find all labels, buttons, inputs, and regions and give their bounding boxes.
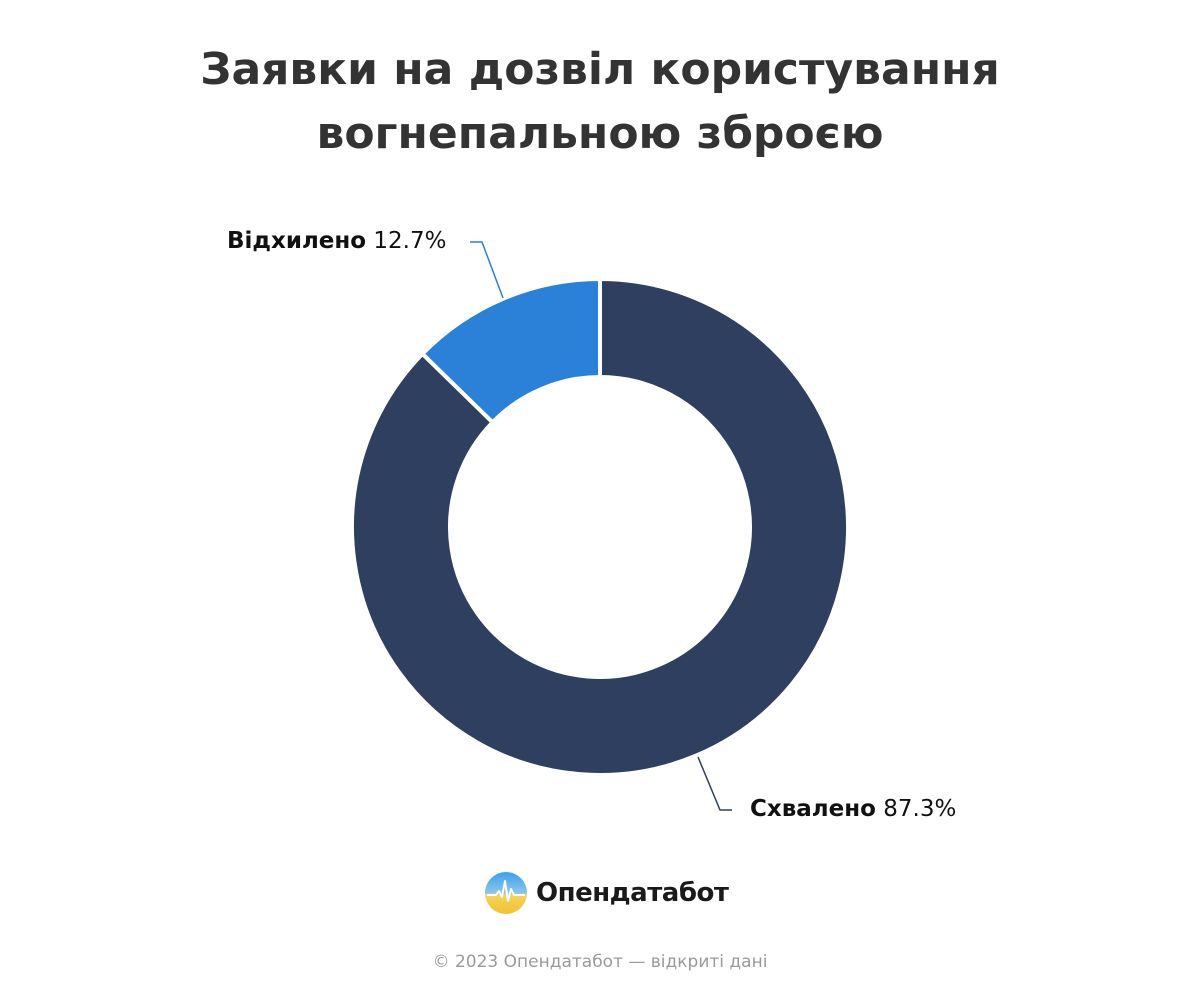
- donut-slice-rejected: [420, 277, 602, 425]
- label-approved-name: Схвалено: [750, 796, 876, 822]
- label-rejected: Відхилено 12.7%: [227, 228, 446, 254]
- donut-slice-approved: [350, 277, 850, 777]
- chart-title-line-2: вогнепальною зброєю: [316, 108, 884, 159]
- donut-slices: [350, 277, 850, 777]
- label-rejected-name: Відхилено: [227, 228, 367, 254]
- label-approved: Схвалено 87.3%: [750, 796, 956, 822]
- brand-name: Опендатабот: [536, 878, 729, 908]
- label-approved-value: 87.3%: [883, 796, 957, 822]
- leader-line-rejected: [470, 241, 504, 299]
- footer-copyright: © 2023 Опендатабот — відкриті дані: [432, 952, 768, 972]
- chart-title-line-1: Заявки на дозвіл користування: [200, 44, 1000, 95]
- brand-logo: Опендатабот: [484, 870, 729, 916]
- opendatabot-logo-icon: [485, 872, 527, 914]
- chart-title: Заявки на дозвіл користування вогнепальн…: [0, 38, 1200, 166]
- leader-line-approved: [697, 756, 732, 811]
- label-rejected-value: 12.7%: [373, 228, 447, 254]
